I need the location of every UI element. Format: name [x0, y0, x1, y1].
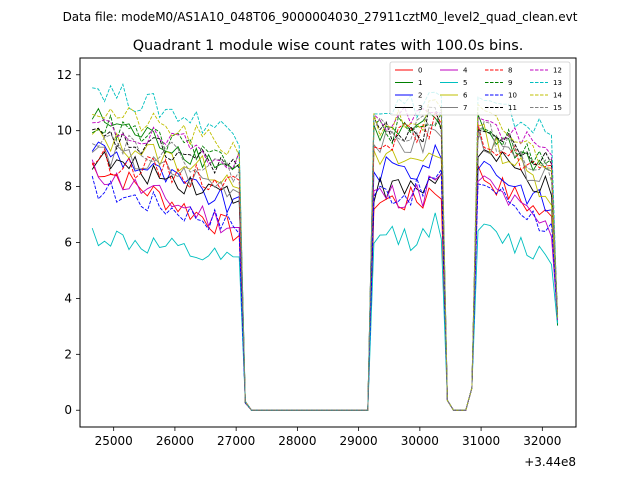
- y-tick-label: 6: [64, 236, 72, 250]
- y-tick-label: 8: [64, 180, 72, 194]
- x-tick-label: 28000: [278, 434, 316, 448]
- legend-label-11: 11: [508, 104, 517, 112]
- x-tick-label: 30000: [401, 434, 439, 448]
- legend-label-3: 3: [418, 104, 422, 112]
- legend-label-10: 10: [508, 92, 517, 100]
- x-tick-label: 27000: [217, 434, 255, 448]
- plot-area: 25000 26000 27000 28000 29000 30000 31000 32000…: [57, 57, 577, 469]
- series-layer: [91, 83, 559, 411]
- x-axis: 25000 26000 27000 28000 29000 30000 31000 32000: [95, 427, 561, 448]
- legend-label-12: 12: [553, 67, 562, 75]
- y-tick-label: 12: [57, 68, 72, 82]
- legend-label-7: 7: [463, 104, 467, 112]
- legend-label-5: 5: [463, 79, 467, 87]
- x-tick-label: 31000: [462, 434, 500, 448]
- y-tick-label: 0: [64, 403, 72, 417]
- y-tick-label: 2: [64, 347, 72, 361]
- legend-label-0: 0: [418, 67, 422, 75]
- series-line-10: [91, 168, 559, 411]
- chart-title: Quadrant 1 module wise count rates with …: [133, 38, 524, 54]
- y-tick-label: 4: [64, 291, 72, 305]
- legend-label-1: 1: [418, 79, 422, 87]
- legend-label-15: 15: [553, 104, 562, 112]
- y-tick-label: 10: [57, 124, 72, 138]
- legend-label-2: 2: [418, 92, 422, 100]
- x-tick-label: 32000: [523, 434, 561, 448]
- legend-box: [389, 61, 571, 116]
- x-tick-label: 26000: [156, 434, 194, 448]
- file-suptitle: Data file: modeM0/AS1A10_048T06_90000040…: [63, 10, 578, 24]
- y-axis: 0 2 4 6 8 10 12: [57, 68, 80, 417]
- legend-label-9: 9: [508, 79, 512, 87]
- x-tick-label: 29000: [340, 434, 378, 448]
- series-line-11: [92, 106, 559, 411]
- legend-label-14: 14: [553, 92, 562, 100]
- x-tick-label: 25000: [95, 434, 133, 448]
- legend-label-4: 4: [463, 67, 468, 75]
- series-line-15: [92, 108, 559, 411]
- legend-label-13: 13: [553, 79, 562, 87]
- x-offset-label: +3.44e8: [524, 455, 576, 469]
- legend-label-8: 8: [508, 67, 512, 75]
- legend-label-6: 6: [463, 92, 468, 100]
